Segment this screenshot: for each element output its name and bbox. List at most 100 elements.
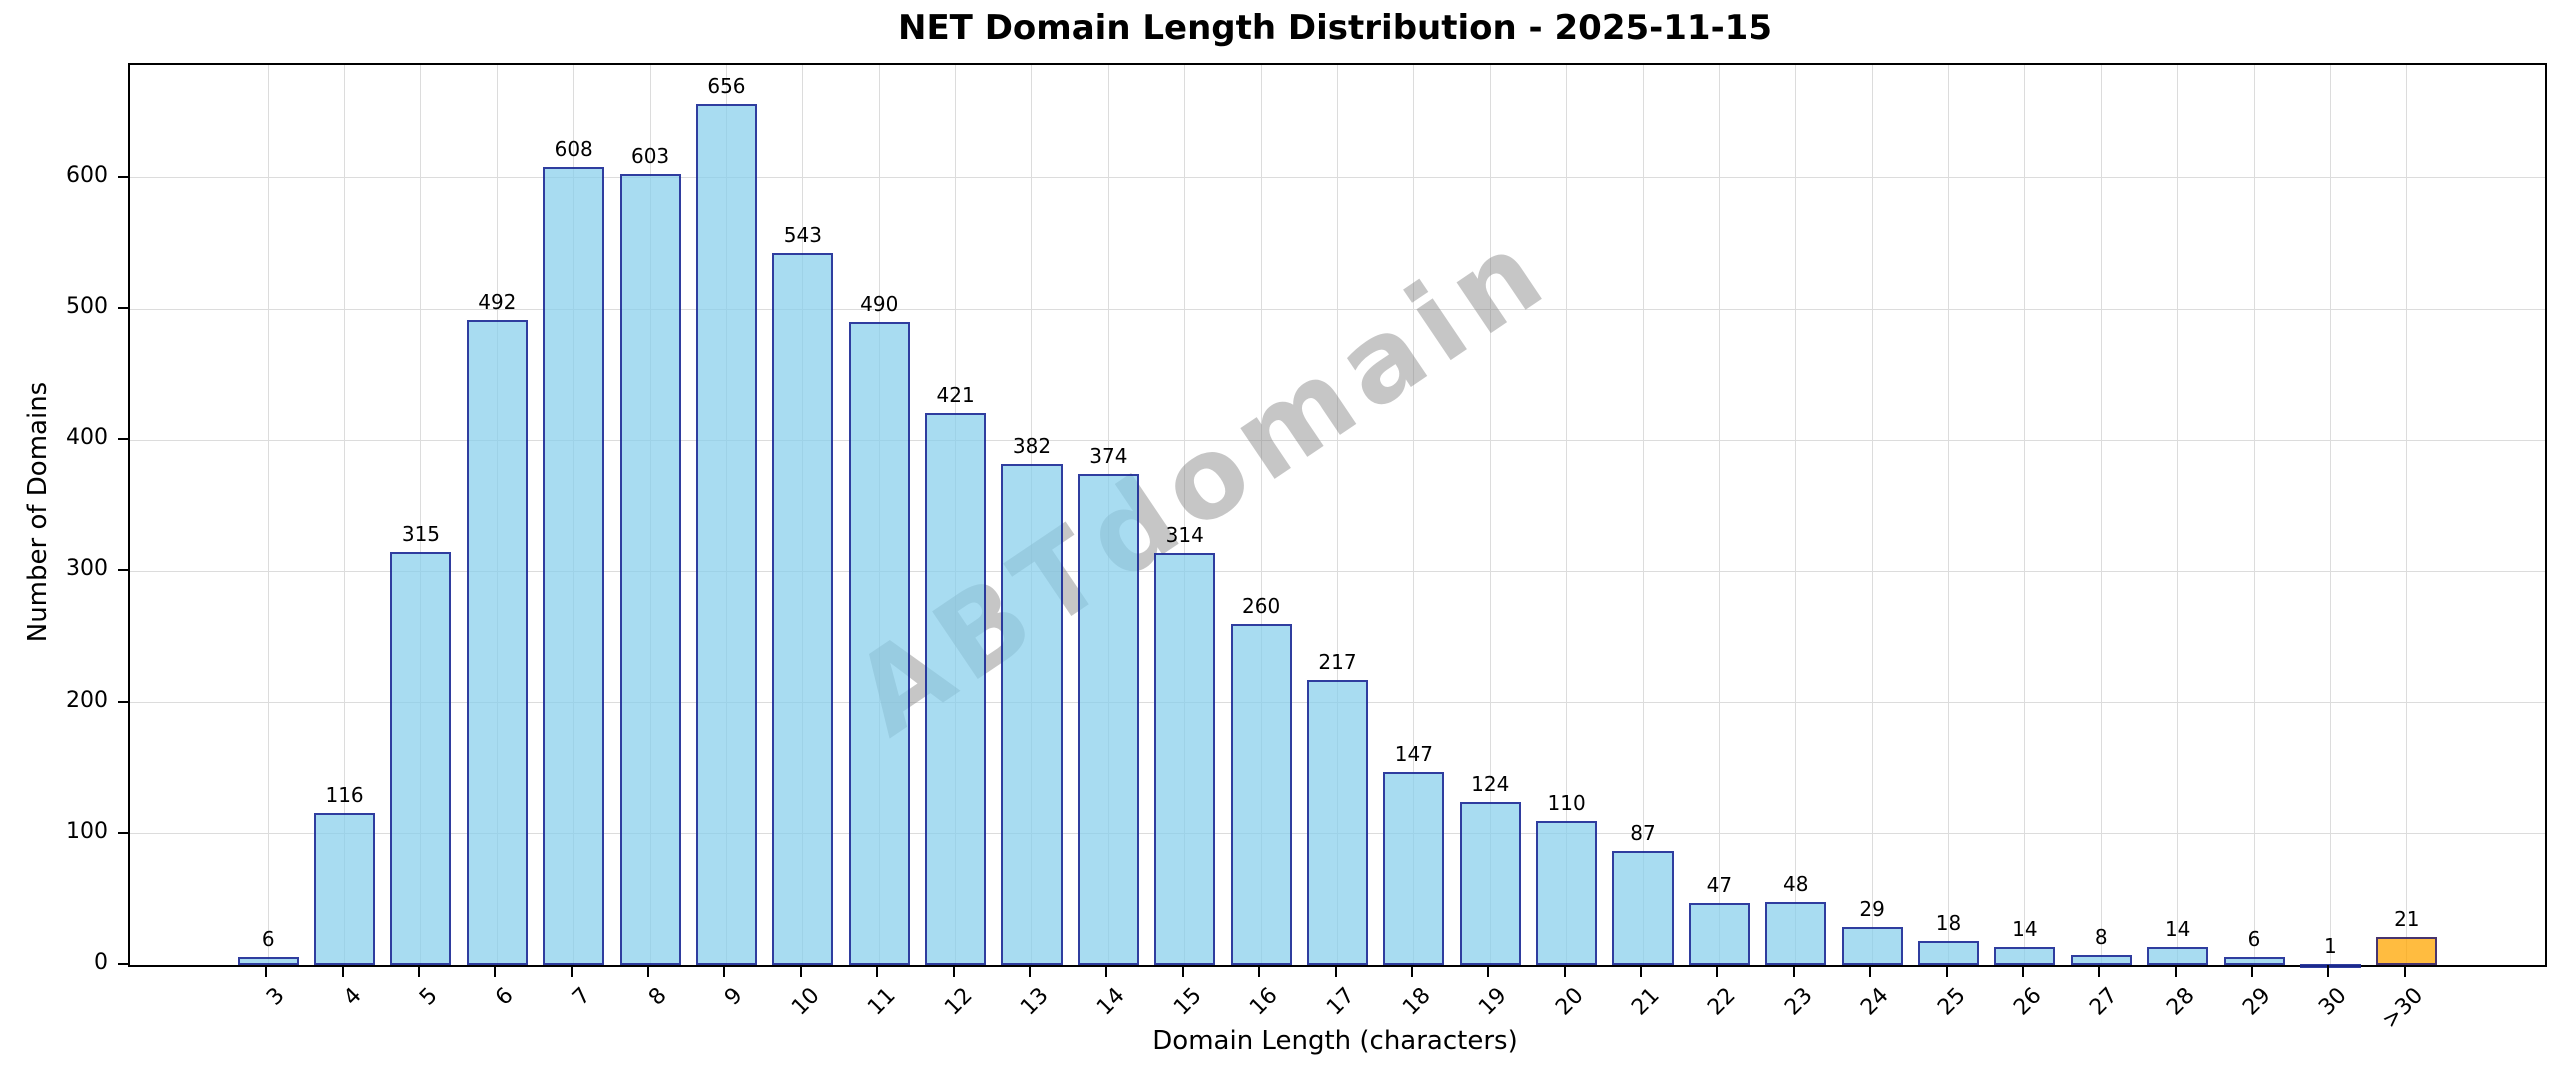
x-tick-label: 22 [1703,983,1742,1021]
y-tick-label: 0 [94,950,108,975]
gridline-horizontal [130,308,2545,310]
gridline-vertical [267,65,269,965]
x-tick-label: 4 [338,983,367,1011]
x-tick-label: 9 [720,983,749,1011]
bar [543,167,605,965]
bar [2299,963,2361,968]
x-axis-tick [799,965,802,977]
bar [1077,474,1139,965]
y-axis-tick [118,438,130,441]
x-axis-tick [1181,965,1184,977]
x-axis-tick [1028,965,1031,977]
gridline-vertical [2329,65,2331,965]
y-axis-tick [118,307,130,310]
x-tick-label: 16 [1245,983,1283,1021]
gridline-vertical [420,65,422,965]
bar-value-label: 315 [401,521,441,546]
x-tick-label: 25 [1932,983,1971,1021]
y-tick-label: 200 [66,687,108,713]
x-tick-label: 7 [567,983,596,1011]
x-tick-label: 23 [1779,983,1818,1021]
bar [1994,946,2056,965]
plot-area: ABTdomain 6 116 315 492 608 603 656 543 490 421 38… [128,63,2547,968]
y-axis-tick [118,700,130,703]
x-tick-label: 19 [1474,983,1512,1021]
x-axis-tick [1410,965,1413,977]
bar [1459,802,1521,965]
x-tick-label: 28 [2161,983,2200,1021]
bar-value-label: 147 [1394,742,1433,767]
bar-value-label: 492 [478,289,517,314]
bar [2070,954,2132,965]
bar-value-label: 116 [325,782,364,807]
y-axis-tick [118,831,130,834]
x-axis-tick [1105,965,1108,977]
gridline-vertical [1718,65,1720,965]
x-tick-label: 18 [1398,983,1436,1021]
x-axis-tick [265,965,268,977]
gridline-vertical [2253,65,2255,965]
x-axis-tick [723,965,726,977]
gridline-vertical [1642,65,1644,965]
x-axis-tick [876,965,879,977]
y-axis-tick [118,569,130,572]
x-axis-tick [417,965,420,977]
bar [314,812,376,965]
y-tick-label: 100 [66,818,108,844]
bar-value-label: 608 [554,137,593,162]
gridline-vertical [1337,65,1338,965]
bar [1612,850,1674,965]
bar-value-label: 382 [1012,433,1052,458]
bar-value-label: 14 [2012,916,2038,941]
bar [772,252,834,965]
bar-value-label: 29 [1859,896,1885,921]
bar [2223,957,2285,965]
bar [1306,680,1369,965]
gridline-vertical [344,65,346,965]
bar [1383,772,1445,965]
gridline-vertical [1260,65,1262,965]
bar-value-label: 8 [2094,924,2108,949]
x-tick-label: 24 [1856,983,1894,1021]
bar [619,173,681,965]
x-tick-label: 6 [491,983,519,1011]
bar-value-label: 110 [1547,790,1586,815]
bar [695,104,757,965]
y-tick-label: 400 [66,425,108,451]
bar-value-label: 18 [1935,911,1962,936]
bar-value-label: 421 [936,382,975,407]
bar-value-label: 656 [707,74,746,99]
gridline-vertical [2406,65,2408,965]
x-axis-tick [2021,965,2024,977]
x-tick-label: 21 [1627,983,1665,1021]
bar [1841,926,1903,965]
bar [1688,903,1750,965]
x-tick-label: 10 [787,983,825,1021]
bar-value-label: 124 [1471,772,1510,797]
bar-value-label: 314 [1165,523,1204,548]
gridline-horizontal [130,177,2545,179]
x-axis-tick [1487,965,1490,977]
gridline-vertical [1566,65,1568,965]
x-tick-label: 11 [863,983,901,1021]
x-tick-label: 26 [2009,983,2047,1021]
y-axis-tick [118,963,130,965]
bar-value-label: 14 [2164,916,2191,941]
bar [2147,946,2209,965]
x-axis-tick [1258,965,1261,977]
x-tick-label: >30 [2377,983,2429,1034]
gridline-vertical [1489,65,1491,965]
bar-value-label: 603 [630,143,670,168]
bar [925,412,987,965]
x-axis-tick [2174,965,2177,977]
gridline-vertical [2177,65,2179,965]
x-tick-label: 8 [644,983,672,1011]
bar-value-label: 6 [2247,927,2261,952]
bar [1536,820,1598,965]
x-axis-tick [494,965,497,977]
gridline-horizontal [130,439,2545,441]
gridline-vertical [2024,65,2026,965]
gridline-vertical [1871,65,1873,965]
x-axis-tick [2327,965,2330,977]
bar-value-label: 48 [1783,872,1809,897]
